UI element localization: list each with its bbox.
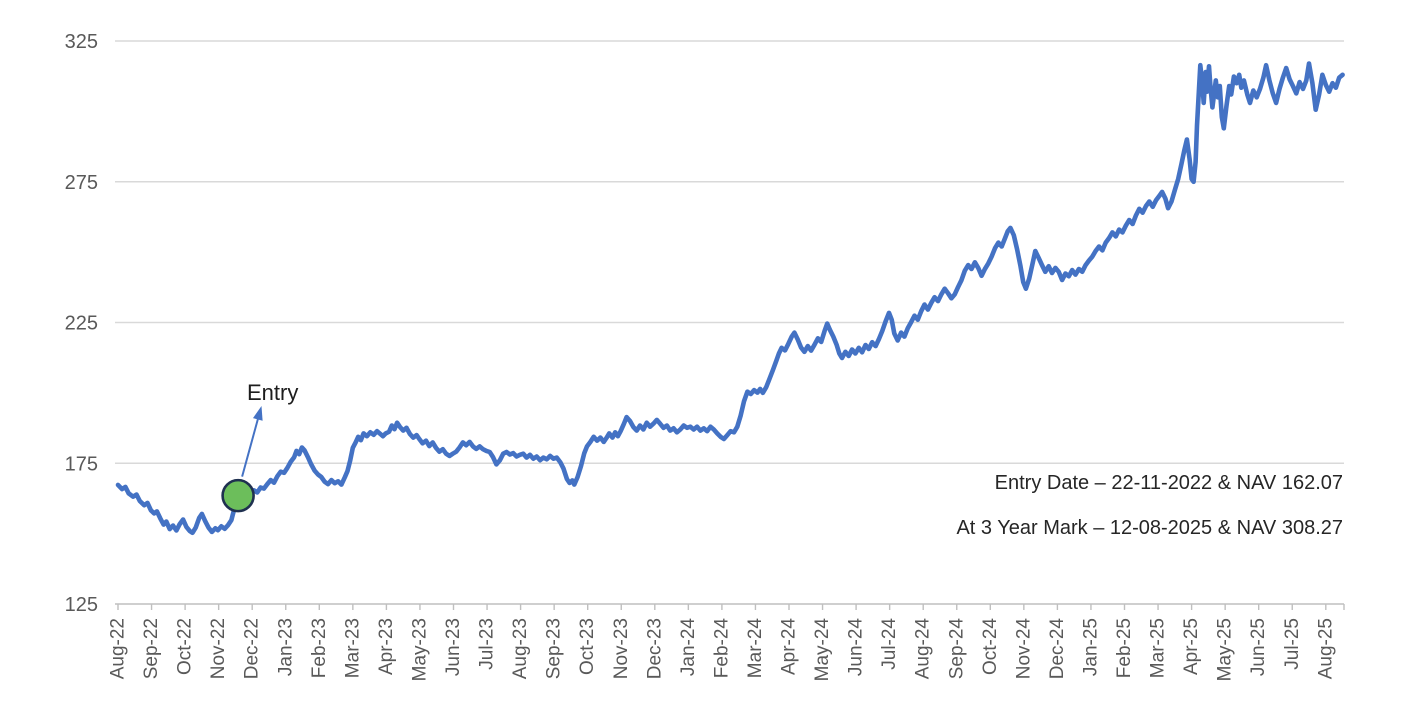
nav-series-line [115, 61, 1345, 536]
x-axis-label: Jan-23 [275, 618, 296, 676]
x-axis-label: Nov-22 [208, 618, 229, 679]
three-year-mark-annotation: At 3 Year Mark – 12-08-2025 & NAV 308.27 [956, 517, 1343, 539]
x-axis-label: Jan-24 [678, 618, 699, 677]
entry-arrow-line [241, 414, 261, 477]
x-axis-label: Oct-23 [577, 618, 598, 675]
x-axis-label: Mar-24 [745, 618, 766, 679]
x-axis-label: Oct-24 [980, 618, 1001, 675]
y-axis-label: 275 [65, 172, 98, 194]
x-axis-label: Aug-25 [1315, 618, 1336, 679]
x-axis-label: May-24 [812, 618, 833, 682]
x-axis-label: May-23 [409, 618, 430, 681]
x-axis-label: Jun-23 [443, 618, 464, 676]
x-axis-label: Sep-24 [946, 618, 967, 680]
y-axis-label: 125 [65, 594, 98, 616]
x-axis-label: Apr-25 [1181, 618, 1202, 675]
x-axis-label: Nov-24 [1013, 618, 1034, 680]
entry-marker [221, 478, 255, 513]
x-axis-label: Aug-23 [510, 618, 531, 679]
x-axis-label: May-25 [1215, 618, 1236, 681]
x-axis-label: Aug-22 [108, 618, 129, 679]
x-axis-label: Jul-23 [477, 618, 498, 670]
x-axis-label: Apr-24 [779, 618, 800, 675]
entry-arrow-head [252, 405, 263, 421]
entry-date-annotation: Entry Date – 22-11-2022 & NAV 162.07 [994, 472, 1343, 494]
x-axis-label: Apr-23 [376, 618, 397, 675]
x-axis-label: Jul-25 [1282, 618, 1303, 670]
x-axis-label: Feb-25 [1114, 618, 1135, 678]
x-axis-label: Jun-24 [846, 618, 867, 677]
x-axis-label: Feb-23 [309, 618, 330, 678]
y-axis-label: 325 [65, 31, 98, 53]
x-axis-label: Jul-24 [879, 618, 900, 670]
x-axis-label: Sep-22 [141, 618, 162, 679]
x-axis-label: Mar-25 [1148, 618, 1169, 678]
x-axis-label: Jan-25 [1080, 618, 1101, 676]
x-axis-label: Nov-23 [611, 618, 632, 679]
entry-annotation-label: Entry [247, 380, 299, 405]
x-axis-label: Feb-24 [711, 618, 732, 679]
x-axis-label: Dec-24 [1047, 618, 1068, 680]
y-axis-label: 225 [65, 313, 98, 335]
x-axis-label: Dec-22 [242, 618, 263, 679]
x-axis-label: Sep-23 [544, 618, 565, 679]
x-axis-label: Mar-23 [342, 618, 363, 678]
x-axis-label: Aug-24 [913, 618, 934, 680]
x-axis-label: Dec-23 [644, 618, 665, 679]
x-axis-label: Jun-25 [1248, 618, 1269, 676]
x-axis-label: Oct-22 [175, 618, 196, 675]
y-axis-label: 175 [65, 453, 98, 475]
